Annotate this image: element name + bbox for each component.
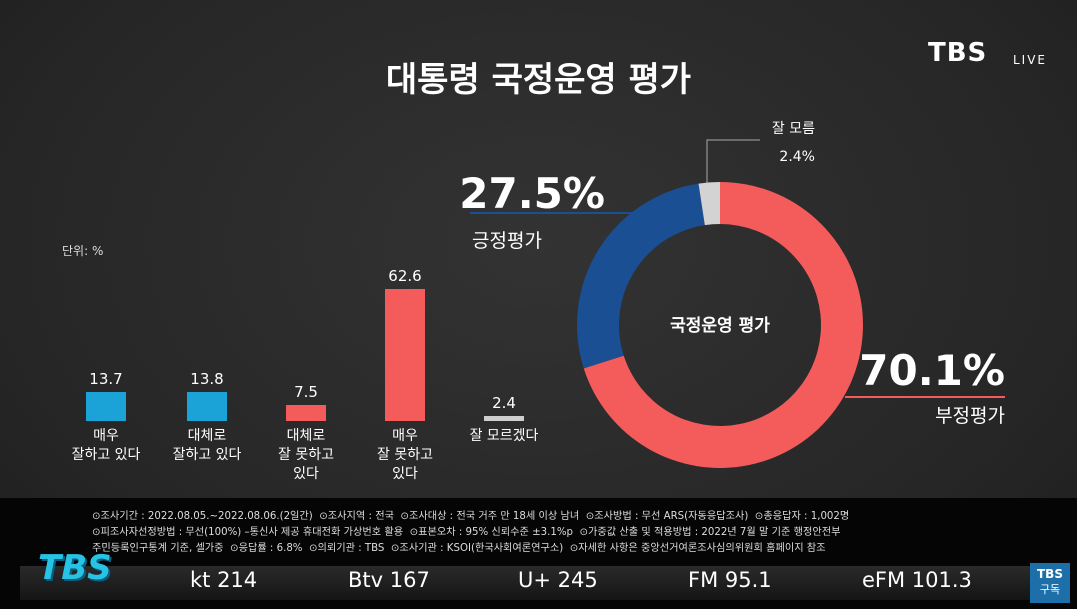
category-label: 매우 잘 못하고 있다 — [377, 428, 433, 482]
subscribe-button[interactable]: TBS 구독 — [1030, 563, 1070, 603]
unit-label: 단위: % — [62, 244, 104, 258]
donut-segment — [698, 182, 720, 226]
live-label: LIVE — [1013, 53, 1048, 67]
bar — [286, 405, 326, 421]
category-label: 부정평가 — [935, 405, 1005, 427]
logo: TBS — [928, 38, 988, 68]
value-label: 2.4 — [492, 393, 516, 412]
category-label: 긍정평가 — [472, 230, 542, 252]
subscribe-label: 구독 — [1039, 583, 1061, 596]
category-label: 대체로 잘 못하고 있다 — [278, 428, 334, 482]
tbs-logo: TBS — [38, 548, 112, 588]
category-label: 잘 모르겠다 — [469, 428, 539, 444]
donut-segment — [577, 183, 705, 369]
category-label: 대체로 잘하고 있다 — [172, 428, 242, 463]
value-label: 62.6 — [388, 267, 422, 285]
value-label: 2.4% — [779, 149, 815, 165]
channel: U+ 245 — [518, 568, 598, 592]
footnote: 주민등록인구통계 기준, 셀가중 ⊙응답률 : 6.8% ⊙의뢰기관 : TBS… — [92, 543, 826, 554]
value-label: 7.5 — [294, 383, 318, 402]
bar — [385, 289, 425, 421]
bar — [187, 391, 227, 421]
channel: FM 95.1 — [688, 568, 772, 592]
category-label: 잘 모름 — [772, 121, 815, 137]
donut-segment — [583, 182, 864, 468]
center-label: 국정운영 평가 — [670, 316, 770, 336]
title: 대통령 국정운영 평가 — [385, 60, 692, 100]
donut-chart: 국정운영 평가 70.1% 부정평가 27.5% 긍정평가 2.4% 잘 모름 — [459, 121, 1005, 468]
value-label: 13.8 — [190, 369, 224, 388]
value-label: 70.1% — [859, 346, 1005, 395]
leader-line — [706, 139, 760, 188]
channel: kt 214 — [190, 568, 258, 592]
subscribe-logo: TBS — [1037, 567, 1063, 581]
value-label: 13.7 — [89, 370, 123, 389]
bar — [484, 415, 524, 421]
footnote: ⊙조사기간 : 2022.08.05.~2022.08.06.(2일간) ⊙조사… — [92, 511, 850, 522]
value-label: 27.5% — [459, 169, 605, 218]
channel: eFM 101.3 — [862, 568, 972, 592]
category-label: 매우 잘하고 있다 — [71, 428, 141, 463]
channel: Btv 167 — [348, 568, 430, 592]
channel-bar — [20, 566, 1040, 600]
bar — [86, 392, 126, 421]
footnote: ⊙피조사자선정방법 : 무선(100%) –통신사 제공 휴대전화 가상번호 활… — [92, 527, 841, 538]
